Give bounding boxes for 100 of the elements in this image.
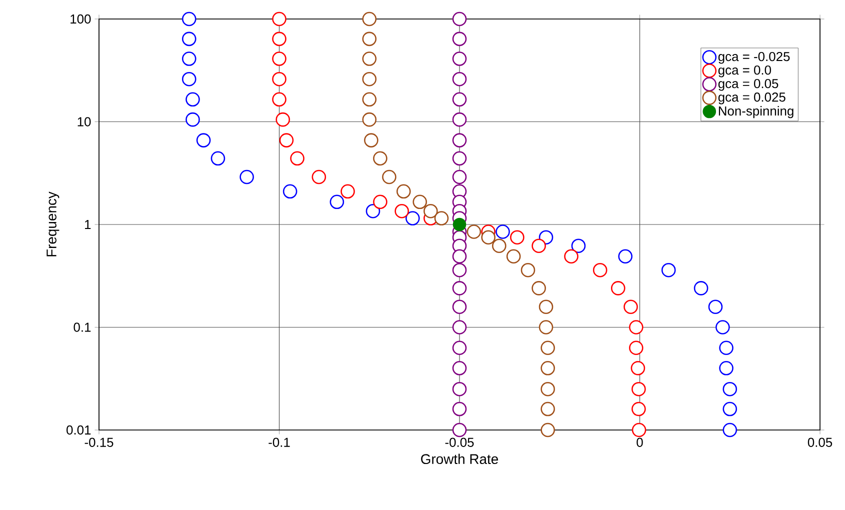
point: [182, 52, 196, 66]
point: [694, 281, 708, 296]
point: [540, 382, 555, 396]
point: [506, 249, 521, 264]
point: [362, 92, 377, 107]
point: [632, 382, 646, 396]
point: [719, 340, 734, 356]
point: [182, 32, 196, 46]
point: [340, 184, 355, 199]
point: [276, 112, 290, 127]
legend-label: gca = 0.0: [718, 65, 772, 78]
point: [452, 52, 467, 66]
point: [272, 12, 286, 26]
point: [240, 170, 254, 184]
point: [624, 300, 638, 314]
point: [540, 360, 555, 376]
point: [452, 402, 467, 416]
point: [722, 422, 738, 438]
point: [629, 340, 644, 356]
point: [282, 184, 298, 199]
y-tick-label: 1: [85, 220, 91, 229]
point: [272, 32, 286, 46]
point: [510, 230, 524, 244]
point: [716, 320, 730, 334]
point: [412, 194, 427, 210]
point: [632, 422, 646, 438]
point: [366, 204, 380, 218]
point: [452, 360, 467, 376]
point: [290, 151, 304, 166]
point: [466, 224, 482, 239]
point: [452, 218, 466, 232]
legend-label: gca = -0.025: [718, 52, 790, 64]
point: [434, 211, 449, 226]
point: [364, 133, 378, 148]
point: [630, 360, 646, 376]
point: [452, 320, 467, 334]
point: [424, 204, 438, 218]
point: [452, 422, 467, 438]
point: [618, 249, 632, 264]
y-axis-title: Frequency: [46, 192, 60, 256]
point: [272, 92, 286, 107]
x-axis-title: Growth Rate: [421, 454, 498, 464]
y-tick-label: 0.01: [66, 425, 91, 435]
y-tick-label: 10: [78, 117, 91, 126]
point: [362, 52, 377, 66]
point: [362, 112, 377, 127]
point: [520, 262, 536, 278]
point: [362, 12, 377, 26]
point: [452, 151, 467, 166]
x-tick-label: -0.05: [445, 438, 474, 447]
point: [540, 340, 555, 356]
legend-label: Non-spinning: [718, 106, 794, 118]
point: [452, 112, 467, 127]
legend-label: gca = 0.05: [718, 79, 778, 91]
point: [538, 320, 554, 334]
point: [610, 281, 626, 296]
point: [496, 224, 510, 239]
point: [452, 281, 467, 296]
point: [210, 151, 226, 166]
point: [452, 170, 467, 184]
point: [661, 262, 676, 278]
point: [382, 170, 396, 184]
point: [182, 12, 196, 26]
point: [186, 112, 200, 127]
point: [719, 360, 734, 376]
point: [632, 402, 646, 416]
point: [452, 92, 467, 107]
point: [452, 12, 467, 26]
y-tick-label: 100: [70, 14, 91, 24]
point: [629, 320, 644, 334]
point: [373, 194, 388, 210]
point: [452, 382, 467, 396]
point: [452, 32, 467, 46]
point: [330, 194, 344, 210]
point: [452, 340, 467, 356]
point: [196, 133, 211, 148]
point: [540, 422, 555, 438]
point: [182, 72, 196, 86]
point: [532, 281, 546, 296]
point: [362, 72, 377, 86]
point: [708, 300, 723, 314]
point: [722, 382, 738, 396]
point: [452, 249, 467, 264]
x-tick-label: -0.1: [268, 438, 290, 447]
point: [405, 211, 420, 226]
point: [186, 92, 200, 107]
point: [481, 230, 496, 244]
point: [452, 133, 467, 148]
legend-label: gca = 0.025: [718, 92, 786, 104]
point: [373, 151, 388, 166]
point: [492, 238, 506, 253]
point: [362, 32, 377, 46]
point: [538, 300, 554, 314]
x-tick-label: -0.15: [84, 438, 114, 447]
point: [452, 72, 467, 86]
point: [722, 402, 738, 416]
point: [312, 170, 326, 184]
x-tick-label: 0.05: [808, 438, 832, 447]
point: [592, 262, 608, 278]
point: [571, 238, 586, 253]
